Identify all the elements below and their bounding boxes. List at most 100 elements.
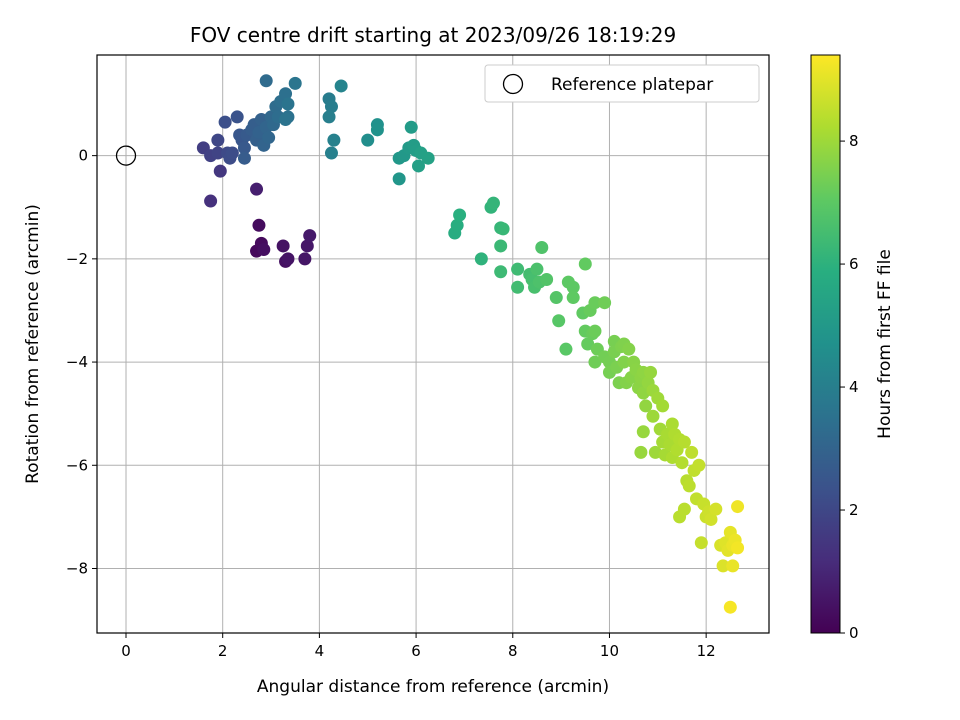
data-point [370, 123, 384, 137]
data-point [392, 172, 406, 186]
data-point [262, 131, 276, 145]
colorbar-tick-label: 8 [849, 132, 859, 150]
data-point [511, 280, 525, 294]
y-axis-ticks: 0 −2 −4 −6 −8 [66, 147, 97, 577]
data-point [494, 239, 508, 253]
data-point [230, 110, 244, 124]
x-tick-label: 4 [315, 642, 325, 660]
data-point [327, 133, 341, 147]
data-point [578, 257, 592, 271]
data-point [211, 146, 225, 160]
chart-title: FOV centre drift starting at 2023/09/26 … [190, 23, 676, 47]
plot-area [97, 55, 769, 633]
data-point [588, 296, 602, 310]
data-point [486, 196, 500, 210]
data-point [322, 110, 336, 124]
data-point [709, 502, 723, 516]
data-point [411, 159, 425, 173]
data-point [566, 291, 580, 305]
x-axis-label: Angular distance from reference (arcmin) [257, 677, 609, 697]
data-point [281, 252, 295, 266]
colorbar: 0 2 4 6 8 Hours from first FF file [810, 54, 895, 642]
data-point [453, 208, 467, 222]
data-point [494, 265, 508, 279]
data-point [279, 87, 293, 101]
data-point [421, 151, 435, 165]
colorbar-ticks: 0 2 4 6 8 [840, 132, 859, 642]
data-point [204, 194, 218, 208]
data-point [237, 151, 251, 165]
x-axis-ticks: 0 2 4 6 8 10 12 [121, 633, 716, 660]
colorbar-tick-label: 6 [849, 255, 859, 273]
data-point [692, 458, 706, 472]
y-axis-label: Rotation from reference (arcmin) [23, 204, 43, 484]
x-tick-label: 10 [600, 642, 619, 660]
x-tick-label: 8 [508, 642, 518, 660]
data-point [622, 342, 636, 356]
y-tick-label: −8 [66, 559, 88, 577]
data-point [237, 141, 251, 155]
x-tick-label: 0 [121, 642, 131, 660]
data-point [530, 262, 544, 276]
data-point [723, 600, 737, 614]
data-point [588, 355, 602, 369]
data-point [361, 133, 375, 147]
data-point [656, 399, 670, 413]
data-point [634, 445, 648, 459]
data-point [559, 342, 573, 356]
data-point [566, 280, 580, 294]
data-point [288, 76, 302, 90]
x-tick-label: 6 [411, 642, 421, 660]
data-point [511, 262, 525, 276]
data-point [334, 79, 348, 93]
data-point [279, 113, 293, 127]
y-tick-label: −6 [66, 456, 88, 474]
data-point [588, 324, 602, 338]
data-point [598, 296, 612, 310]
data-point [225, 146, 239, 160]
data-point [450, 218, 464, 232]
data-point [281, 97, 295, 111]
data-point [276, 239, 290, 253]
data-point [677, 502, 691, 516]
data-point [252, 218, 266, 232]
data-point [250, 182, 264, 196]
data-point [259, 74, 273, 88]
data-point [726, 559, 740, 573]
plot-frame [96, 54, 770, 634]
data-point [644, 365, 658, 379]
data-point [636, 425, 650, 439]
data-point [535, 240, 549, 254]
colorbar-gradient [810, 54, 841, 634]
data-point [704, 512, 718, 526]
data-point [646, 409, 660, 423]
data-point [716, 559, 730, 573]
data-point [324, 100, 338, 114]
reference-platepar-marker [115, 145, 137, 166]
y-tick-label: 0 [78, 147, 88, 165]
data-point [665, 417, 679, 431]
data-point [211, 133, 225, 147]
data-point [685, 445, 699, 459]
data-point [474, 252, 488, 266]
legend-entry-reference-platepar: Reference platepar [551, 75, 713, 95]
legend: Reference platepar [484, 64, 760, 103]
data-point [581, 337, 595, 351]
data-point [617, 355, 631, 369]
colorbar-tick-label: 4 [849, 378, 859, 396]
data-point [496, 222, 510, 236]
data-point [404, 120, 418, 134]
data-point [639, 399, 653, 413]
legend-marker-icon [502, 73, 524, 95]
data-point [682, 479, 696, 493]
data-point [677, 435, 691, 449]
data-point [300, 239, 314, 253]
colorbar-tick-label: 0 [849, 624, 859, 642]
data-point [731, 541, 745, 555]
data-point [549, 291, 563, 305]
colorbar-tick-label: 2 [849, 501, 859, 519]
data-points [196, 74, 745, 614]
data-point [731, 500, 745, 514]
data-point [540, 272, 554, 286]
